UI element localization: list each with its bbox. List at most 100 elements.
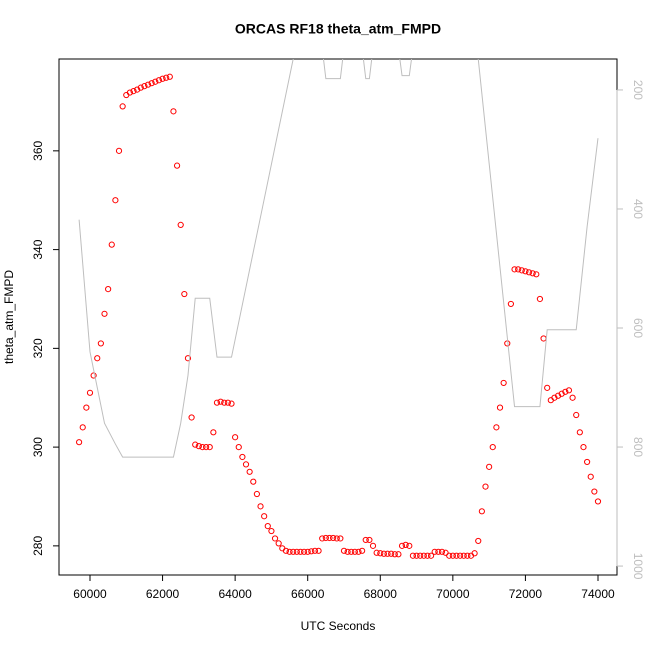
point: [544, 384, 551, 391]
point: [203, 444, 210, 451]
point: [573, 411, 580, 419]
point: [235, 444, 242, 451]
point: [540, 335, 547, 342]
point: [587, 473, 594, 480]
y-tick-label: 340: [31, 239, 45, 259]
point: [489, 444, 496, 451]
point: [170, 108, 177, 115]
point: [239, 453, 246, 461]
point: [337, 535, 344, 542]
point: [326, 534, 333, 542]
y-tick-label: 300: [31, 437, 45, 457]
point: [246, 468, 253, 475]
point: [348, 548, 355, 555]
point: [297, 548, 304, 555]
point: [525, 269, 533, 276]
point: [79, 424, 86, 431]
y2-tick-label: 400: [631, 199, 645, 219]
point: [293, 548, 300, 555]
point: [101, 310, 108, 317]
point: [584, 458, 591, 466]
point: [166, 73, 173, 80]
point: [536, 295, 544, 303]
point: [105, 286, 112, 293]
point: [380, 550, 388, 557]
x-tick-label: 72000: [509, 587, 543, 601]
plot-area: [76, 59, 602, 559]
point: [213, 399, 221, 406]
point: [232, 434, 239, 441]
x-tick-label: 66000: [291, 587, 325, 601]
x-tick-label: 70000: [436, 587, 470, 601]
point: [359, 547, 366, 554]
point: [319, 535, 326, 542]
point: [148, 80, 155, 87]
point: [97, 340, 104, 347]
point: [493, 424, 500, 431]
point: [515, 266, 522, 273]
point: [286, 548, 293, 555]
point: [442, 549, 449, 556]
point: [228, 400, 235, 407]
point: [576, 429, 583, 436]
point: [518, 267, 525, 274]
point: [130, 87, 137, 95]
point: [290, 548, 297, 555]
point: [210, 429, 217, 436]
point: [351, 548, 358, 555]
y-tick-label: 280: [31, 536, 45, 556]
point: [308, 548, 315, 555]
point: [155, 77, 163, 84]
y-tick-label: 320: [31, 338, 45, 358]
point: [417, 552, 424, 559]
point: [126, 89, 134, 96]
point: [457, 552, 464, 559]
point: [424, 552, 431, 559]
point: [449, 552, 456, 559]
point: [362, 536, 369, 544]
point: [409, 552, 417, 559]
point: [221, 399, 228, 406]
point: [257, 503, 264, 510]
point: [188, 414, 195, 421]
x-tick-label: 64000: [218, 587, 252, 601]
point: [108, 241, 115, 248]
point: [398, 542, 406, 549]
point: [366, 536, 373, 544]
point: [594, 498, 602, 505]
point: [195, 443, 202, 450]
point: [159, 75, 166, 82]
point: [330, 534, 337, 542]
point: [420, 552, 427, 559]
point: [355, 548, 362, 555]
y-axis-label: theta_atm_FMPD: [2, 270, 16, 364]
point: [580, 444, 587, 451]
point: [90, 372, 97, 379]
point: [522, 268, 529, 275]
point: [413, 552, 420, 559]
point: [344, 548, 351, 555]
point: [177, 221, 184, 229]
point: [438, 548, 446, 555]
point: [206, 444, 213, 451]
y2-tick-label: 800: [631, 437, 645, 457]
point: [369, 542, 377, 549]
point: [250, 478, 257, 485]
point: [533, 271, 540, 278]
point: [119, 103, 126, 110]
point: [507, 300, 515, 308]
point: [275, 540, 282, 547]
point: [511, 266, 518, 273]
point: [184, 355, 192, 362]
point: [141, 83, 148, 90]
point: [173, 162, 181, 169]
point: [83, 404, 90, 411]
point: [224, 399, 231, 406]
point: [112, 197, 119, 204]
point: [427, 552, 435, 559]
point: [199, 444, 206, 451]
point: [395, 551, 402, 558]
y2-tick-label: 200: [631, 80, 645, 100]
